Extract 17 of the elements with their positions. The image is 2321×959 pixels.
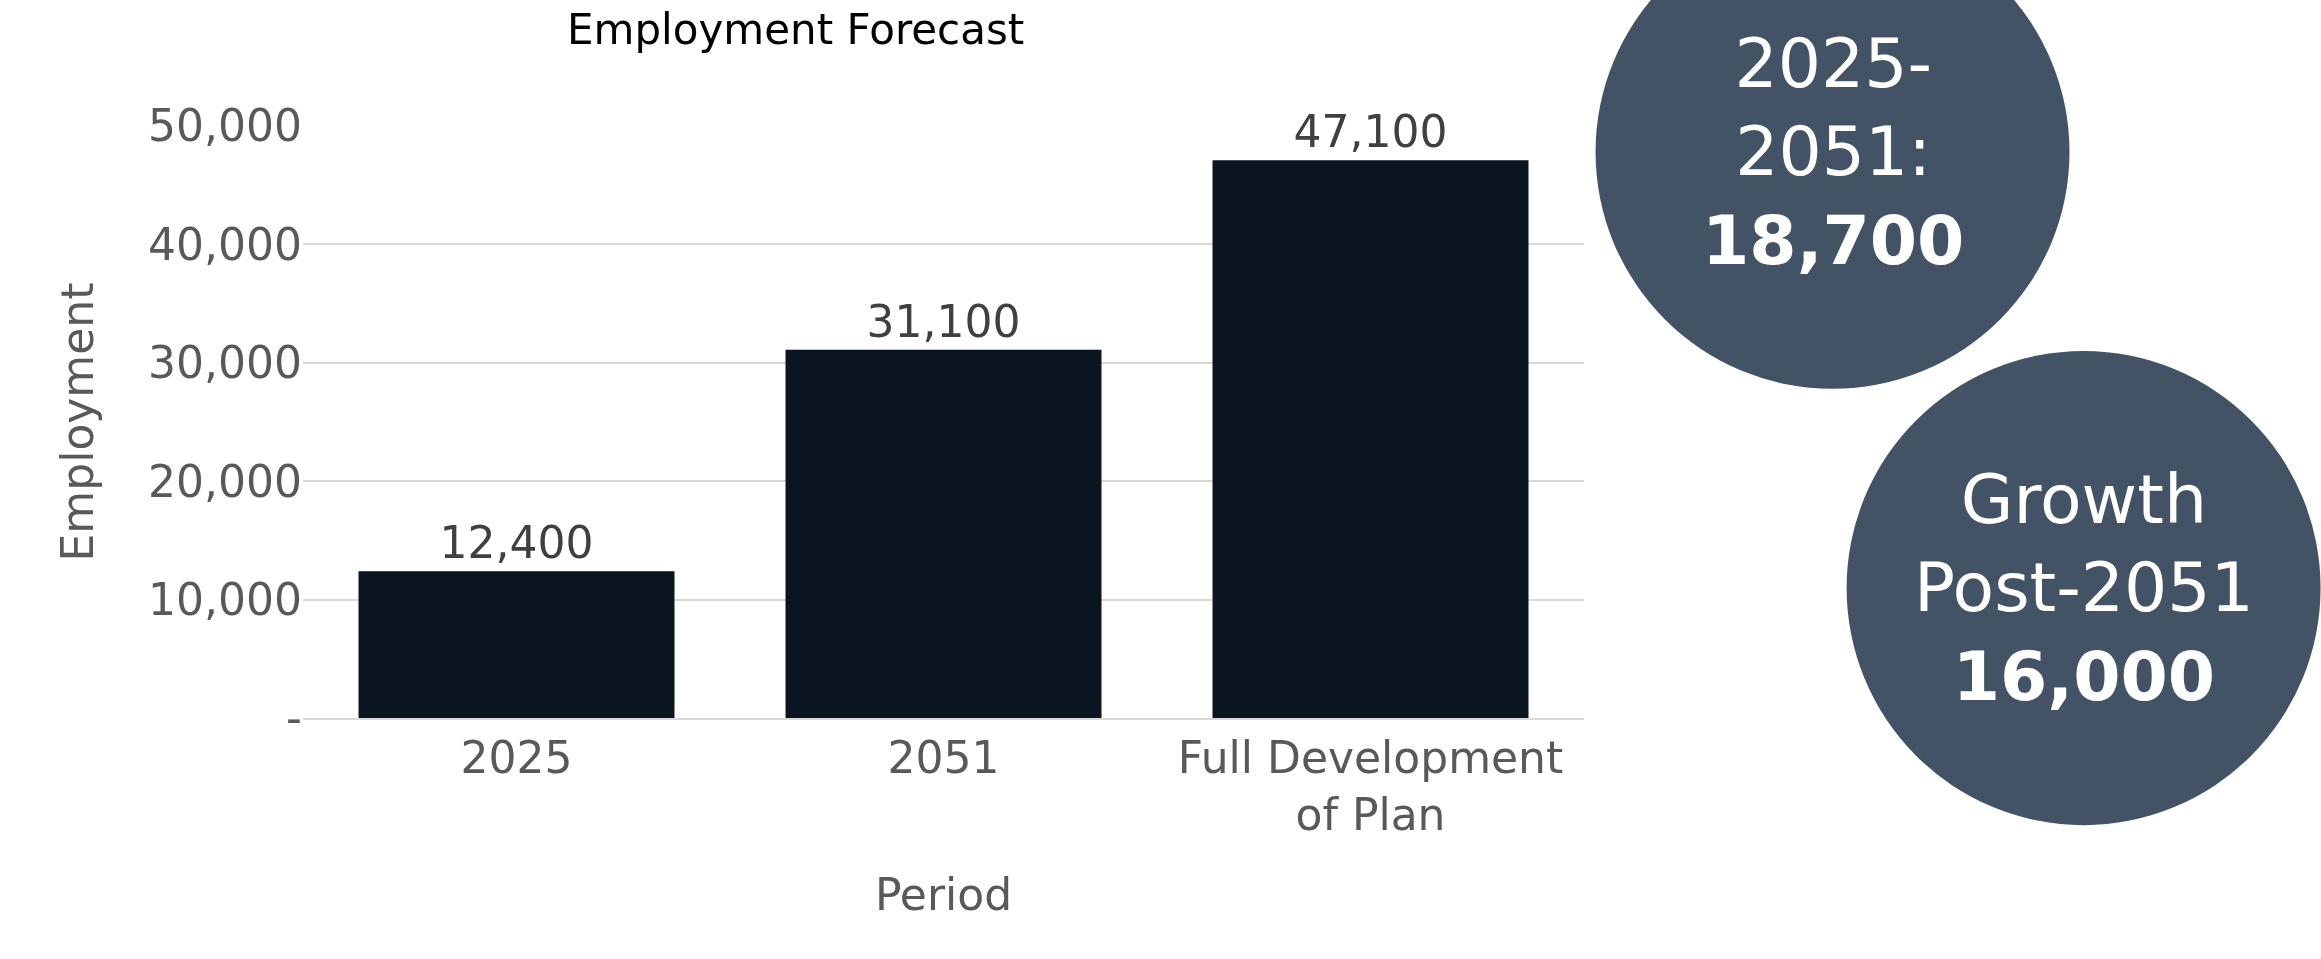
data-label: 12,400 xyxy=(439,517,594,569)
y-tick-label: - xyxy=(286,692,302,744)
y-tick-label: 40,000 xyxy=(148,218,302,270)
data-label: 31,100 xyxy=(866,295,1021,347)
y-tick-label: 30,000 xyxy=(148,337,302,389)
x-tick-label: 2051 xyxy=(887,731,1000,783)
y-tick-label: 50,000 xyxy=(148,100,302,152)
text: 2025- 2051: 18,700 xyxy=(1702,24,1965,280)
y-tick-label: 10,000 xyxy=(148,574,302,625)
chart-title: Employment Forecast xyxy=(567,5,1025,54)
y-axis-title: Employment xyxy=(52,282,104,562)
y-tick-label: 20,000 xyxy=(148,455,302,507)
x-tick-label: Full Development of Plan xyxy=(1177,731,1564,840)
text: Growth Post-2051 16,000 xyxy=(1914,460,2254,716)
data-label: 47,100 xyxy=(1293,106,1448,158)
x-tick-label: 2025 xyxy=(460,731,573,783)
x-axis-title: Period xyxy=(874,868,1013,920)
